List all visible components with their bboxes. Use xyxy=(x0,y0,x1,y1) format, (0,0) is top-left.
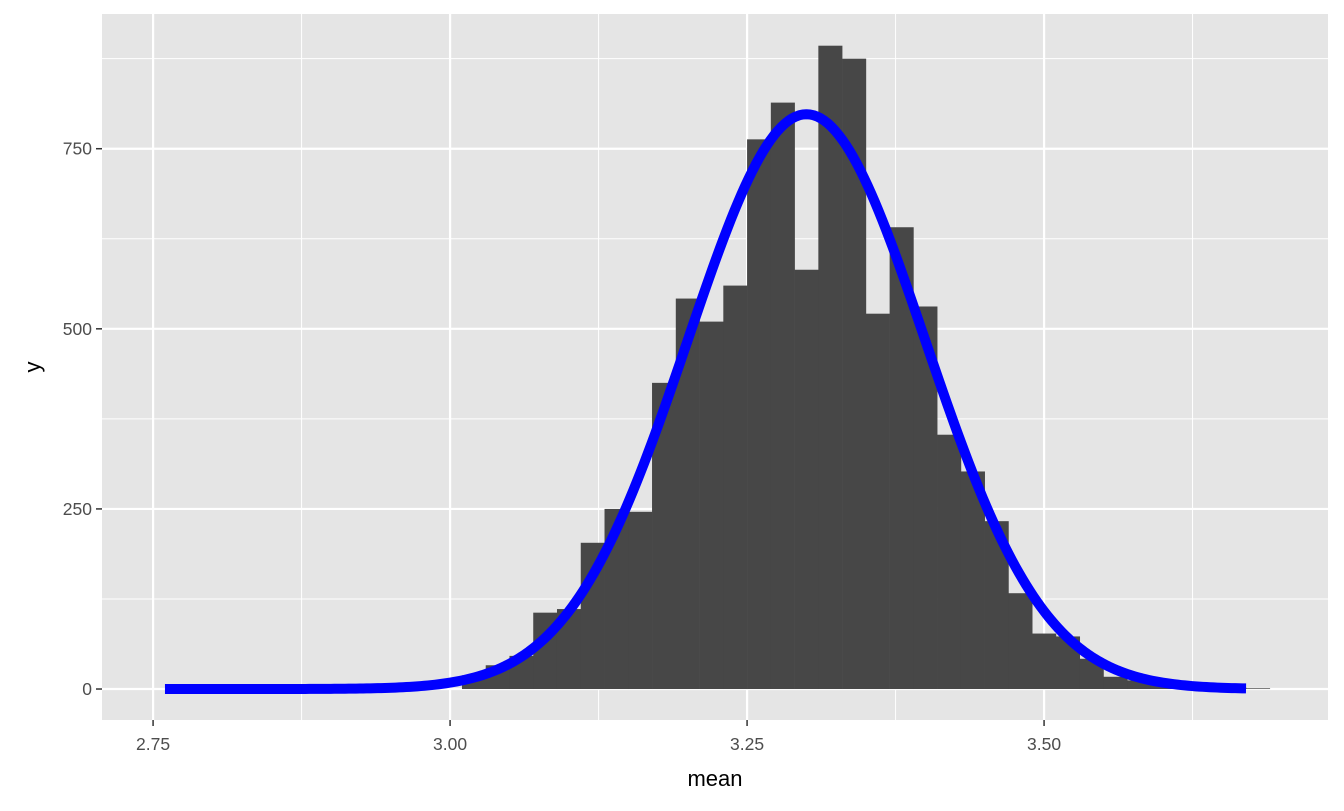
y-tick-label: 0 xyxy=(82,679,92,699)
histogram-bar xyxy=(723,285,748,690)
histogram-bar xyxy=(628,511,653,690)
histogram-bar xyxy=(960,471,985,690)
y-axis: 0 250 500 750 xyxy=(63,139,102,699)
y-tick-label: 750 xyxy=(63,139,92,159)
x-tick-label: 3.00 xyxy=(433,734,467,754)
normal-curve xyxy=(163,109,1248,695)
histogram-bar xyxy=(865,313,890,690)
histogram-bar xyxy=(794,269,819,690)
x-tick-label: 3.25 xyxy=(730,734,764,754)
histogram-bars xyxy=(461,45,1271,690)
histogram-bar xyxy=(1127,680,1152,690)
y-tick-label: 250 xyxy=(63,499,92,519)
histogram-bar xyxy=(937,434,962,690)
x-tick-label: 3.50 xyxy=(1027,734,1061,754)
histogram-bar xyxy=(818,45,843,690)
histogram-bar xyxy=(770,102,795,690)
histogram-bar xyxy=(699,321,724,690)
histogram-bar xyxy=(1032,633,1057,690)
x-axis: 2.75 3.00 3.25 3.50 xyxy=(136,720,1061,754)
histogram-bar xyxy=(747,139,772,690)
x-tick-label: 2.75 xyxy=(136,734,170,754)
histogram-bar xyxy=(1008,593,1033,690)
histogram-bar xyxy=(1246,688,1271,690)
y-tick-label: 500 xyxy=(63,319,92,339)
y-axis-label: y xyxy=(20,362,45,373)
x-axis-label: mean xyxy=(687,766,742,791)
histogram-bar xyxy=(1103,676,1128,690)
